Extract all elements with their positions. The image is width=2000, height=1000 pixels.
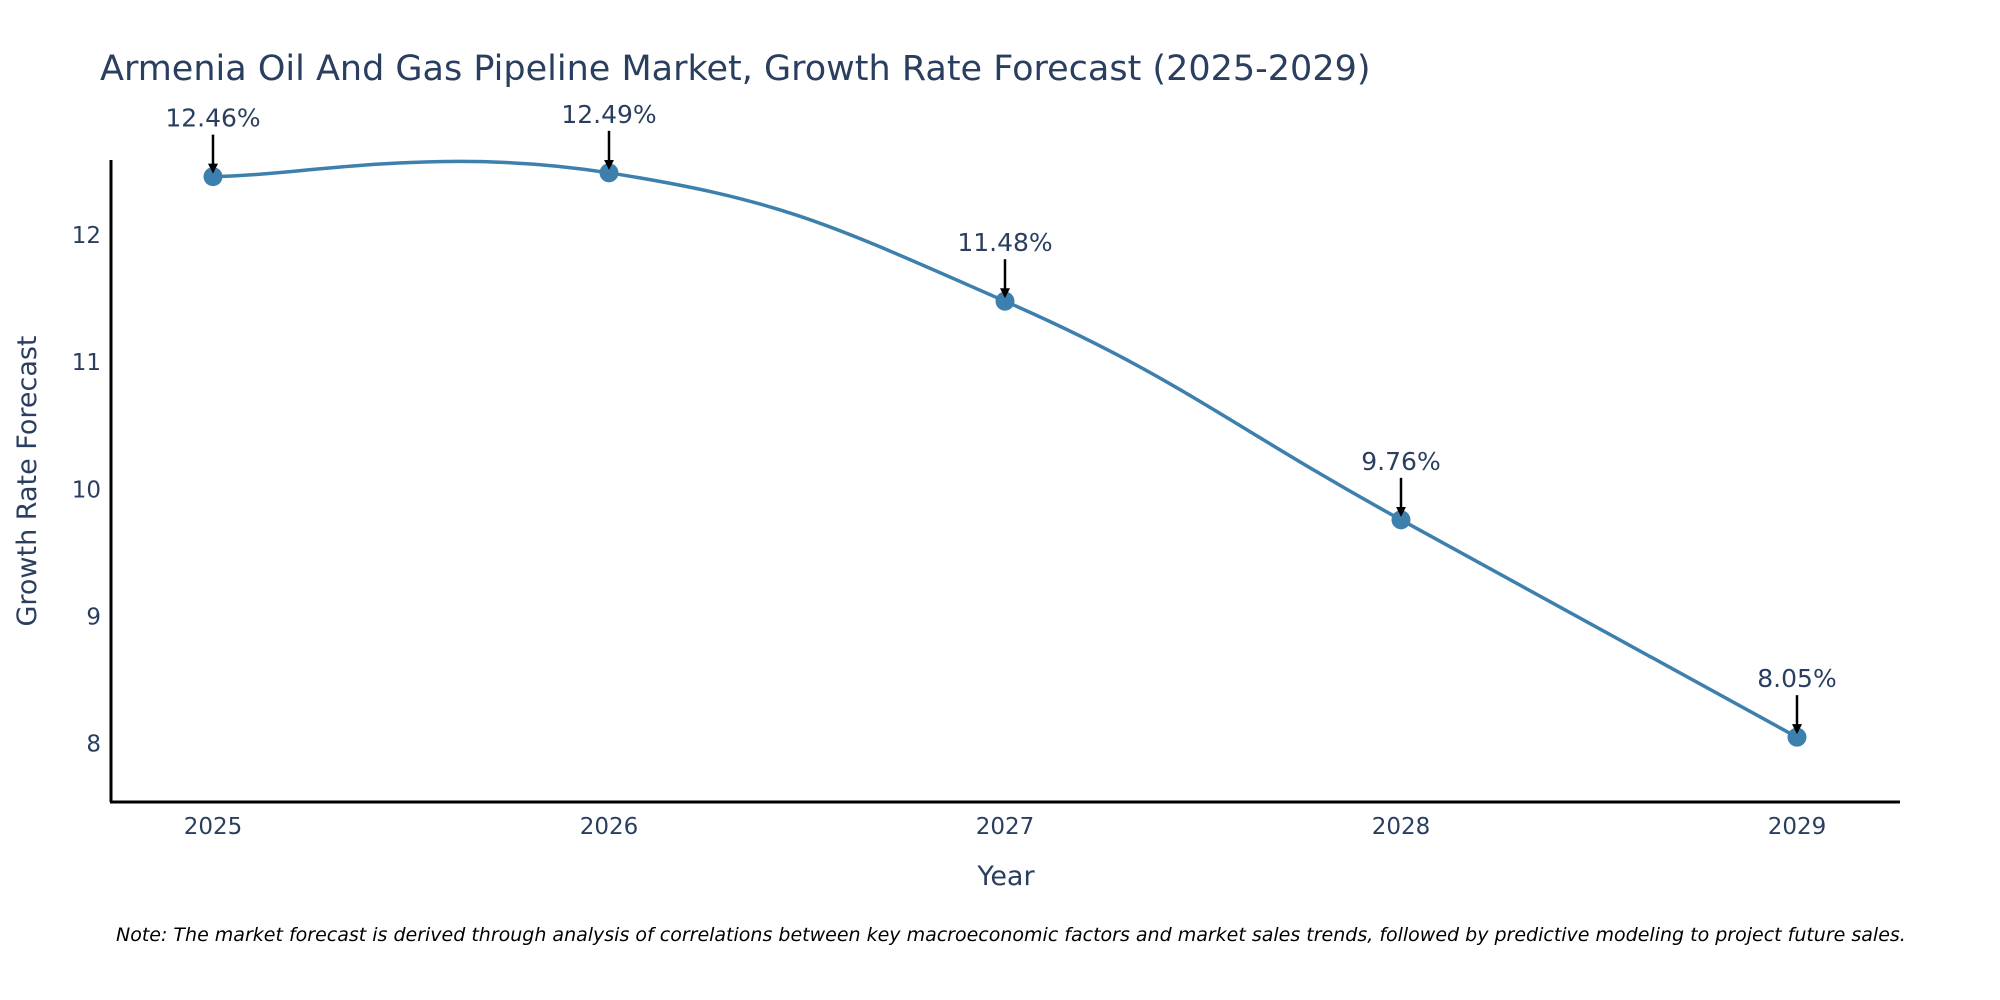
y-tick-label: 8 <box>86 732 101 758</box>
data-label: 12.46% <box>165 104 260 133</box>
data-point <box>599 163 619 183</box>
y-tick-label: 10 <box>72 477 101 503</box>
x-tick-label: 2025 <box>184 814 243 840</box>
data-point <box>1787 727 1807 747</box>
y-tick-label: 12 <box>72 223 101 249</box>
y-ticks-layer: 8 9 10 11 12 <box>72 223 101 757</box>
y-axis-title: Growth Rate Forecast <box>12 335 43 626</box>
y-tick-label: 9 <box>86 604 101 630</box>
x-tick-label: 2029 <box>1768 814 1827 840</box>
data-point <box>995 291 1015 311</box>
chart-title: Armenia Oil And Gas Pipeline Market, Gro… <box>100 49 1371 89</box>
annotations-layer: 12.46% 12.49% 11.48% 9.76% 8.05% <box>165 100 1837 735</box>
data-label: 11.48% <box>957 228 1052 257</box>
data-label: 8.05% <box>1757 664 1836 693</box>
x-tick-label: 2026 <box>580 814 639 840</box>
data-point <box>1391 510 1411 530</box>
footnote: Note: The market forecast is derived thr… <box>116 924 1906 946</box>
data-label: 9.76% <box>1361 447 1440 476</box>
x-ticks-layer: 2025 2026 2027 2028 2029 <box>184 814 1827 840</box>
x-tick-label: 2028 <box>1372 814 1431 840</box>
plot-area: 12.46% 12.49% 11.48% 9.76% 8.05% <box>165 100 1837 747</box>
y-tick-label: 11 <box>72 350 101 376</box>
data-label: 12.49% <box>561 100 656 129</box>
x-axis-title: Year <box>976 861 1035 892</box>
x-tick-label: 2027 <box>976 814 1035 840</box>
data-point <box>203 167 223 187</box>
